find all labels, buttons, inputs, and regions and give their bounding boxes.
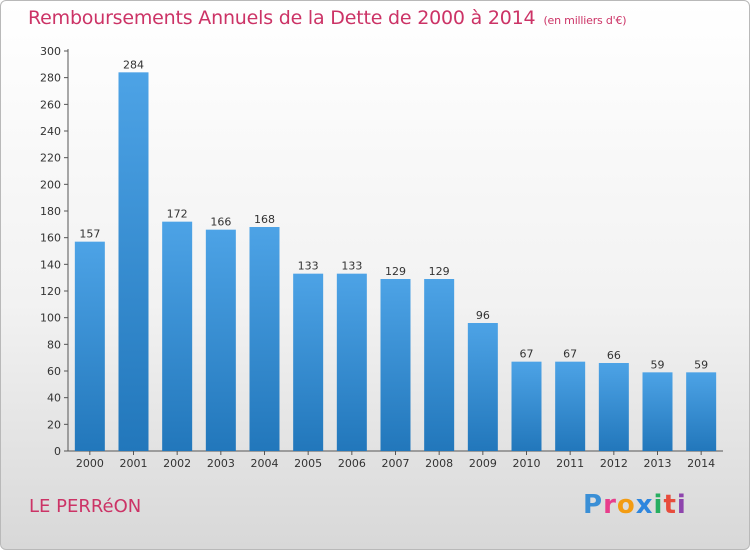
bar <box>598 363 629 451</box>
x-tick-label: 2000 <box>76 457 104 470</box>
x-tick-label: 2001 <box>120 457 148 470</box>
x-tick-label: 2008 <box>425 457 453 470</box>
bar <box>336 273 367 451</box>
bar-value-label: 172 <box>167 208 188 221</box>
bar <box>118 72 149 451</box>
y-tick-label: 140 <box>40 258 61 271</box>
bar-value-label: 96 <box>476 309 490 322</box>
y-tick-label: 200 <box>40 178 61 191</box>
x-tick-label: 2003 <box>207 457 235 470</box>
y-tick-label: 120 <box>40 285 61 298</box>
bar-value-label: 157 <box>79 228 100 241</box>
x-tick-label: 2010 <box>513 457 541 470</box>
x-tick-label: 2014 <box>687 457 715 470</box>
y-tick-label: 220 <box>40 152 61 165</box>
bar <box>162 221 193 451</box>
y-tick-label: 300 <box>40 45 61 58</box>
logo-letter: i <box>653 490 664 520</box>
logo-letter: o <box>616 490 636 520</box>
x-tick-label: 2005 <box>294 457 322 470</box>
bar <box>424 279 455 451</box>
logo-letter: t <box>663 490 677 520</box>
y-tick-label: 160 <box>40 232 61 245</box>
y-tick-label: 60 <box>47 365 61 378</box>
bar <box>686 372 717 451</box>
bar-value-label: 67 <box>563 348 577 361</box>
logo-letter: x <box>635 490 654 520</box>
bar <box>555 361 586 451</box>
bar <box>642 372 673 451</box>
bar <box>380 279 411 451</box>
x-tick-label: 2012 <box>600 457 628 470</box>
x-tick-label: 2009 <box>469 457 497 470</box>
y-tick-label: 280 <box>40 72 61 85</box>
bar <box>74 241 105 451</box>
y-tick-label: 100 <box>40 312 61 325</box>
y-tick-label: 180 <box>40 205 61 218</box>
chart-title-text: Remboursements Annuels de la Dette de 20… <box>28 7 536 29</box>
x-tick-label: 2002 <box>163 457 191 470</box>
town-name: LE PERRéON <box>29 496 142 517</box>
bar-value-label: 168 <box>254 213 275 226</box>
proxiti-logo: Proxiti <box>583 490 687 520</box>
bar-value-label: 129 <box>429 265 450 278</box>
bar-value-label: 67 <box>520 348 534 361</box>
bar <box>205 229 236 451</box>
y-tick-label: 0 <box>54 445 61 458</box>
bar <box>293 273 324 451</box>
bar-value-label: 133 <box>298 260 319 273</box>
x-tick-label: 2011 <box>556 457 584 470</box>
logo-letter: P <box>583 490 604 520</box>
x-tick-label: 2006 <box>338 457 366 470</box>
logo-letter: i <box>676 490 687 520</box>
bar-value-label: 133 <box>341 260 362 273</box>
y-tick-label: 20 <box>47 418 61 431</box>
y-tick-label: 260 <box>40 98 61 111</box>
y-tick-label: 240 <box>40 125 61 138</box>
y-tick-label: 80 <box>47 338 61 351</box>
bar-value-label: 166 <box>210 216 231 229</box>
bar-value-label: 66 <box>607 349 621 362</box>
x-tick-label: 2013 <box>644 457 672 470</box>
x-tick-label: 2004 <box>251 457 279 470</box>
chart-subtitle: (en milliers d'€) <box>543 14 627 27</box>
chart-title: Remboursements Annuels de la Dette de 20… <box>28 7 627 29</box>
bar-value-label: 59 <box>651 358 665 371</box>
bar-value-label: 129 <box>385 265 406 278</box>
logo-letter: r <box>603 490 617 520</box>
bar-value-label: 59 <box>694 358 708 371</box>
bar <box>467 323 498 451</box>
bar <box>249 227 280 451</box>
x-tick-label: 2007 <box>382 457 410 470</box>
bar-value-label: 284 <box>123 58 144 71</box>
bar <box>511 361 542 451</box>
y-tick-label: 40 <box>47 392 61 405</box>
